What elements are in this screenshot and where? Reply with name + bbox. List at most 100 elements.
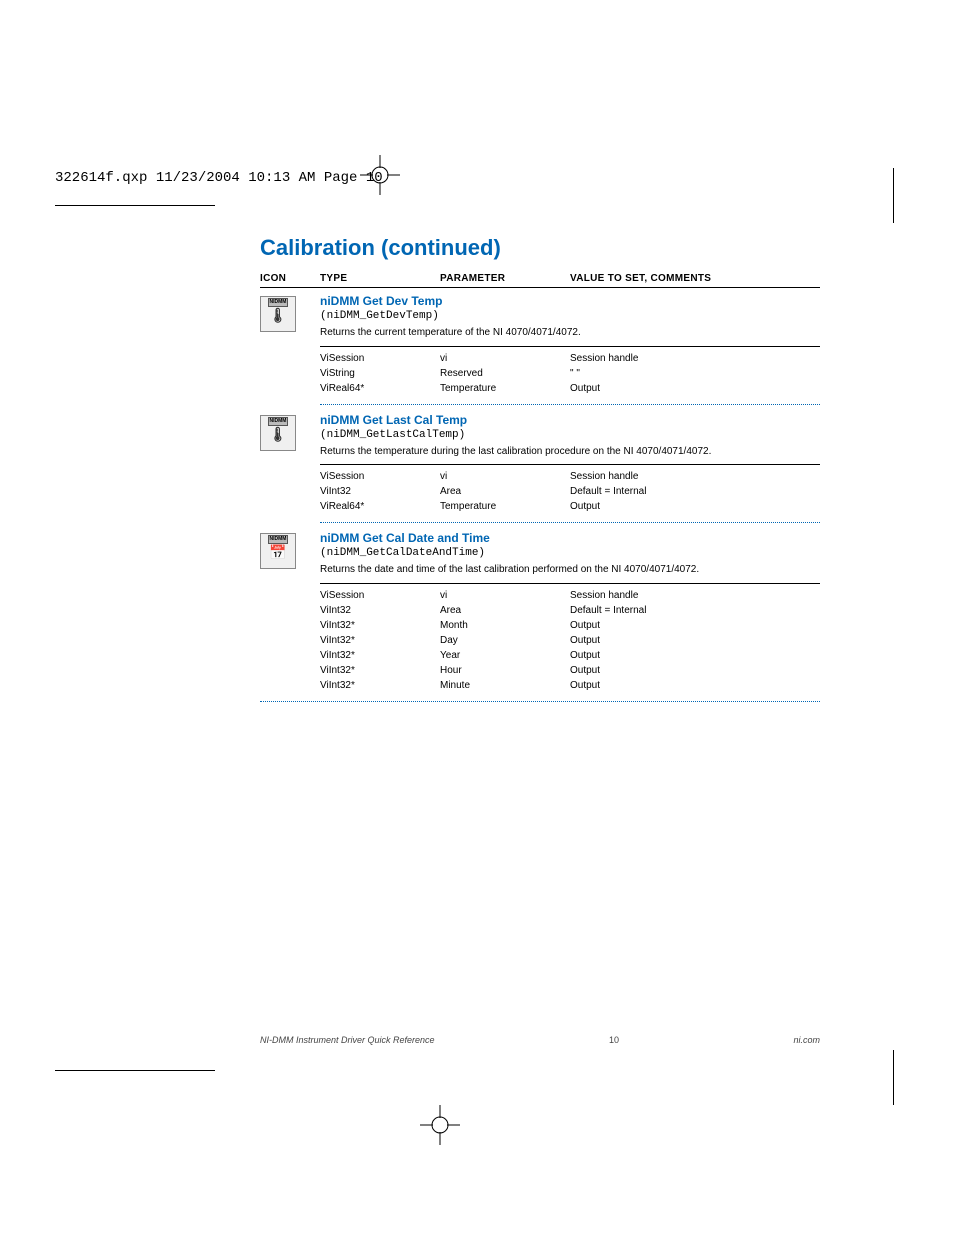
function-icon-cell: NIDMM🌡	[260, 413, 320, 526]
param-name: Reserved	[440, 368, 570, 379]
nidmm-icon: NIDMM🌡	[260, 415, 296, 451]
param-type: ViSession	[320, 590, 440, 601]
param-value: Output	[570, 680, 820, 691]
col-type: TYPE	[320, 273, 440, 284]
param-row: ViSessionviSession handle	[320, 469, 820, 484]
page-footer: NI-DMM Instrument Driver Quick Reference…	[260, 1035, 820, 1045]
function-block: NIDMM📅 niDMM Get Cal Date and Time (niDMM_…	[260, 531, 820, 704]
param-value: Session handle	[570, 590, 820, 601]
function-body: niDMM Get Dev Temp (niDMM_GetDevTemp) Retu…	[320, 294, 820, 407]
dotted-separator	[320, 404, 820, 405]
nidmm-icon: NIDMM📅	[260, 533, 296, 569]
param-row: ViInt32*MonthOutput	[320, 618, 820, 633]
param-name: vi	[440, 590, 570, 601]
dotted-separator	[320, 522, 820, 523]
param-row: ViStringReserved" "	[320, 366, 820, 381]
footer-page-number: 10	[609, 1035, 619, 1045]
function-title: niDMM Get Cal Date and Time	[320, 531, 820, 545]
param-type: ViInt32*	[320, 620, 440, 631]
param-value: Default = Internal	[570, 605, 820, 616]
page-content: Calibration (continued) ICON TYPE PARAME…	[260, 235, 820, 704]
param-name: Temperature	[440, 383, 570, 394]
param-value: Output	[570, 635, 820, 646]
param-table-rule	[320, 464, 820, 465]
param-row: ViReal64*TemperatureOutput	[320, 499, 820, 514]
crop-mark-bottom	[420, 1105, 460, 1145]
param-type: ViInt32*	[320, 635, 440, 646]
param-value: Session handle	[570, 353, 820, 364]
icon-glyph: 🌡	[269, 308, 287, 322]
function-body: niDMM Get Cal Date and Time (niDMM_GetCal…	[320, 531, 820, 704]
function-cname: (niDMM_GetCalDateAndTime)	[320, 547, 820, 559]
col-parameter: PARAMETER	[440, 273, 570, 284]
param-name: Day	[440, 635, 570, 646]
nidmm-icon: NIDMM🌡	[260, 296, 296, 332]
param-row: ViReal64*TemperatureOutput	[320, 381, 820, 396]
param-row: ViInt32*DayOutput	[320, 633, 820, 648]
param-row: ViInt32AreaDefault = Internal	[320, 603, 820, 618]
param-type: ViInt32*	[320, 680, 440, 691]
function-title: niDMM Get Dev Temp	[320, 294, 820, 308]
crop-mark-top	[360, 155, 400, 195]
function-block: NIDMM🌡 niDMM Get Last Cal Temp (niDMM_GetL…	[260, 413, 820, 526]
param-row: ViInt32AreaDefault = Internal	[320, 484, 820, 499]
param-row: ViInt32*HourOutput	[320, 663, 820, 678]
param-name: Hour	[440, 665, 570, 676]
function-title: niDMM Get Last Cal Temp	[320, 413, 820, 427]
function-description: Returns the current temperature of the N…	[320, 326, 820, 340]
param-type: ViInt32*	[320, 650, 440, 661]
param-name: Temperature	[440, 501, 570, 512]
function-body: niDMM Get Last Cal Temp (niDMM_GetLastCal…	[320, 413, 820, 526]
param-name: vi	[440, 353, 570, 364]
param-table-rule	[320, 583, 820, 584]
trim-rule	[55, 1070, 215, 1071]
param-value: Output	[570, 620, 820, 631]
function-cname: (niDMM_GetDevTemp)	[320, 310, 820, 322]
param-row: ViInt32*YearOutput	[320, 648, 820, 663]
param-row: ViInt32*MinuteOutput	[320, 678, 820, 693]
param-name: Minute	[440, 680, 570, 691]
param-name: Area	[440, 486, 570, 497]
param-value: Output	[570, 501, 820, 512]
param-value: Output	[570, 665, 820, 676]
icon-glyph: 📅	[269, 545, 286, 559]
trim-rule	[893, 168, 894, 223]
param-type: ViSession	[320, 471, 440, 482]
param-table-rule	[320, 346, 820, 347]
param-type: ViInt32	[320, 605, 440, 616]
dotted-separator	[260, 701, 820, 702]
param-type: ViString	[320, 368, 440, 379]
param-type: ViReal64*	[320, 501, 440, 512]
trim-rule	[893, 1050, 894, 1105]
param-name: Year	[440, 650, 570, 661]
param-name: Month	[440, 620, 570, 631]
param-row: ViSessionviSession handle	[320, 588, 820, 603]
param-value: " "	[570, 368, 820, 379]
print-header: 322614f.qxp 11/23/2004 10:13 AM Page 10	[55, 170, 383, 186]
function-block: NIDMM🌡 niDMM Get Dev Temp (niDMM_GetDevTem…	[260, 294, 820, 407]
function-description: Returns the temperature during the last …	[320, 445, 820, 459]
column-header-row: ICON TYPE PARAMETER VALUE TO SET, COMMEN…	[260, 269, 820, 288]
param-name: vi	[440, 471, 570, 482]
col-value: VALUE TO SET, COMMENTS	[570, 273, 820, 284]
param-value: Session handle	[570, 471, 820, 482]
param-value: Output	[570, 650, 820, 661]
param-value: Output	[570, 383, 820, 394]
footer-left: NI-DMM Instrument Driver Quick Reference	[260, 1035, 435, 1045]
function-cname: (niDMM_GetLastCalTemp)	[320, 429, 820, 441]
section-title: Calibration (continued)	[260, 235, 820, 261]
param-type: ViInt32*	[320, 665, 440, 676]
function-description: Returns the date and time of the last ca…	[320, 563, 820, 577]
param-type: ViSession	[320, 353, 440, 364]
param-type: ViReal64*	[320, 383, 440, 394]
param-type: ViInt32	[320, 486, 440, 497]
param-name: Area	[440, 605, 570, 616]
col-icon: ICON	[260, 273, 320, 284]
param-row: ViSessionviSession handle	[320, 351, 820, 366]
param-value: Default = Internal	[570, 486, 820, 497]
function-icon-cell: NIDMM🌡	[260, 294, 320, 407]
footer-right: ni.com	[793, 1035, 820, 1045]
trim-rule	[55, 205, 215, 206]
function-icon-cell: NIDMM📅	[260, 531, 320, 704]
icon-glyph: 🌡	[269, 427, 287, 441]
